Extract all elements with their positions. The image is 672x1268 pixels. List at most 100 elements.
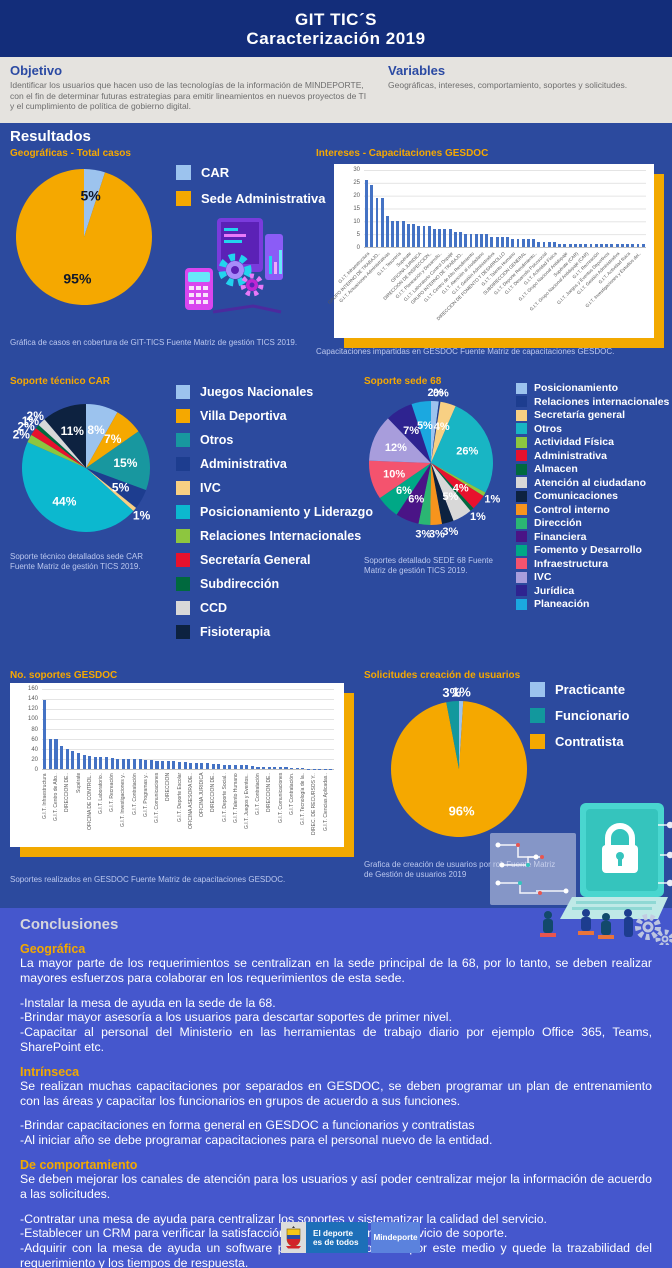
svg-text:3%: 3% — [415, 528, 431, 540]
pie-geograficas: 5% 95% — [10, 163, 158, 311]
legend-swatch — [176, 165, 191, 180]
svg-text:8%: 8% — [87, 423, 105, 437]
caption-intereses: Capacitaciones impartidas en GESDOC Fuen… — [316, 347, 615, 356]
legend-item: Subdirección — [176, 577, 373, 591]
legend-usuarios: Practicante Funcionario Contratista — [530, 682, 629, 760]
slogan-block: El deporte es de todos — [306, 1222, 368, 1253]
legend-swatch — [516, 382, 527, 394]
legend-item: Control interno — [516, 504, 672, 516]
legend-label: Planeación — [534, 598, 590, 610]
legend-label: IVC — [534, 571, 552, 583]
objective-heading: Objetivo — [10, 63, 63, 78]
legend-swatch — [516, 504, 527, 515]
variables-heading: Variables — [388, 63, 446, 78]
legend-item: Contratista — [530, 734, 629, 749]
conclusion-paragraph: -Instalar la mesa de ayuda en la sede de… — [20, 995, 652, 1054]
svg-text:2%: 2% — [27, 409, 45, 423]
legend-label: Dirección — [534, 517, 582, 529]
legend-item: Fisioterapia — [176, 625, 373, 639]
conclusion-subheading: De comportamiento — [20, 1157, 138, 1172]
svg-text:11%: 11% — [61, 424, 85, 438]
legend-label: Relaciones Internacionales — [200, 529, 362, 543]
caption-usuarios: Grafica de creación de usuarios por rol.… — [364, 860, 556, 879]
legend-swatch — [516, 490, 527, 502]
legend-swatch — [176, 601, 190, 615]
objective-band: Objetivo Identificar los usuarios que ha… — [0, 57, 672, 123]
svg-text:5%: 5% — [442, 491, 458, 503]
svg-text:1%: 1% — [470, 511, 486, 523]
legend-label: Financiera — [534, 530, 587, 543]
legend-label: Villa Deportiva — [200, 409, 287, 423]
legend-swatch — [516, 423, 527, 434]
legend-label: Administrativa — [200, 457, 287, 471]
page-subtitle: Caracterización 2019 — [246, 28, 426, 48]
legend-item: Relaciones internacionales — [516, 396, 672, 408]
legend-swatch — [516, 463, 527, 475]
chart-title-geograficas: Geográficas - Total casos — [10, 148, 131, 159]
legend-item: IVC — [176, 481, 373, 495]
colombia-coat-of-arms-icon — [281, 1222, 306, 1253]
conclusions-section: Conclusiones Geográfica La mayor parte de… — [0, 908, 672, 1268]
legend-swatch — [176, 433, 190, 447]
svg-text:12%: 12% — [385, 442, 407, 454]
legend-label: IVC — [200, 481, 221, 495]
legend-swatch — [516, 558, 527, 569]
legend-label: Relaciones internacionales — [534, 395, 670, 408]
legend-item: Administrativa — [176, 457, 373, 471]
chart-title-soporte-car: Soporte técnico CAR — [10, 376, 111, 387]
legend-swatch — [516, 585, 527, 596]
conclusions-heading: Conclusiones — [20, 916, 119, 933]
legend-label: Atención al ciudadano — [534, 476, 647, 489]
legend-item: Dirección — [516, 517, 672, 529]
ministry-logo: El deporte es de todos Mindeporte — [281, 1222, 420, 1253]
legend-label: Fomento y Desarrollo — [534, 544, 642, 556]
svg-text:5%: 5% — [112, 481, 130, 495]
legend-item: Practicante — [530, 682, 629, 697]
legend-swatch — [176, 191, 191, 206]
legend-label: Posicionamiento — [534, 382, 619, 394]
legend-item: Otros — [516, 423, 672, 435]
legend-swatch — [516, 517, 527, 529]
legend-swatch — [516, 477, 527, 488]
svg-text:3%: 3% — [442, 526, 458, 538]
pie-usuarios: 1% 96% 3% — [376, 685, 542, 852]
legend-label: Posicionamiento y Liderazgo — [200, 505, 373, 519]
legend-swatch — [516, 396, 527, 407]
poster-header: GIT TIC´S Caracterización 2019 — [0, 0, 672, 57]
people-figures — [540, 909, 633, 939]
legend-item: Atención al ciudadano — [516, 477, 672, 489]
legend-swatch — [516, 436, 527, 448]
legend-label: Secretaría general — [534, 409, 626, 421]
legend-item: Secretaría general — [516, 409, 672, 421]
legend-label: Sede Administrativa — [201, 191, 326, 206]
conclusion-paragraph: La mayor parte de los requerimientos se … — [20, 956, 652, 985]
legend-swatch — [516, 409, 527, 421]
legend-label: Subdirección — [200, 577, 280, 591]
chart-panel-intereses: 30 25 20 15 10 5 0 G.I.T. Infraestructura GRUPO… — [327, 164, 654, 338]
chart-panel-soportes: 160 140 120 100 80 60 40 20 0 G.I.T. Infraestruc… — [10, 683, 344, 847]
legend-label: Actividad Física — [534, 436, 614, 448]
svg-text:2%: 2% — [428, 387, 444, 399]
svg-text:5%: 5% — [80, 187, 101, 203]
legend-label: Contratista — [555, 734, 624, 749]
legend-label: Administrativa — [534, 449, 607, 462]
legend-item: Posicionamiento — [516, 382, 672, 394]
legend-swatch — [176, 409, 190, 423]
svg-text:7%: 7% — [403, 425, 419, 437]
legend-swatch — [176, 457, 190, 471]
legend-swatch — [176, 505, 190, 519]
legend-item: Sede Administrativa — [176, 191, 326, 206]
legend-label: Infraestructura — [534, 557, 609, 570]
conclusions-body: Geográfica La mayor parte de los requerim… — [20, 942, 652, 1268]
legend-label: Almacen — [534, 463, 578, 475]
caption-soporte-car: Soporte técnico detallados sede CAR Fuen… — [10, 552, 143, 571]
chart-title-soportes-gesdoc: No. soportes GESDOC — [10, 670, 118, 681]
caption-soportes: Soportes realizados en GESDOC Fuente Mat… — [10, 875, 286, 884]
legend-item: CCD — [176, 601, 373, 615]
svg-text:3%: 3% — [429, 529, 445, 541]
pie-sede68: 2% 0% 4% 26% 1% 4% 1% 5% 3% 3% 3% 6% 6% 10% 12% 7% 5% — [348, 380, 514, 546]
svg-text:4%: 4% — [434, 421, 450, 433]
conclusion-subheading: Geográfica — [20, 942, 86, 956]
legend-item: Posicionamiento y Liderazgo — [176, 505, 373, 519]
